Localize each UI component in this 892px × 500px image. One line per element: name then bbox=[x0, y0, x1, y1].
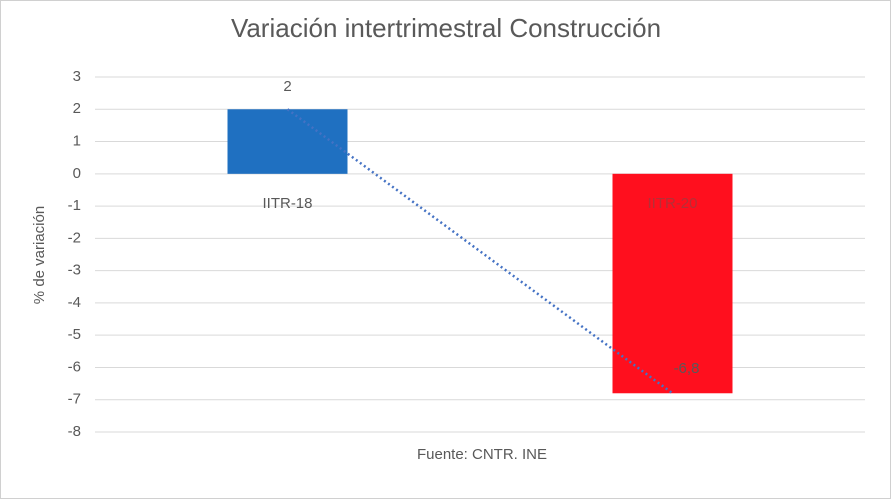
value-label: -6,8 bbox=[674, 360, 700, 377]
bar bbox=[612, 173, 733, 394]
y-tick-label: 0 bbox=[73, 165, 81, 182]
y-tick-label: -1 bbox=[68, 197, 81, 214]
chart-title: Variación intertrimestral Construcción bbox=[231, 13, 661, 43]
y-tick-label: -6 bbox=[68, 358, 81, 375]
bar bbox=[227, 109, 348, 174]
y-tick-label: 1 bbox=[73, 133, 81, 150]
y-tick-label: -5 bbox=[68, 326, 81, 343]
value-label: 2 bbox=[283, 78, 291, 95]
y-axis-label: % de variación bbox=[31, 206, 48, 304]
y-tick-label: -7 bbox=[68, 391, 81, 408]
category-label: IITR-18 bbox=[262, 195, 312, 212]
y-tick-label: -8 bbox=[68, 423, 81, 440]
category-label: IITR-20 bbox=[647, 195, 697, 212]
y-tick-label: -3 bbox=[68, 262, 81, 279]
x-axis-label: Fuente: CNTR. INE bbox=[417, 446, 547, 463]
y-tick-label: 2 bbox=[73, 100, 81, 117]
y-tick-label: -4 bbox=[68, 294, 81, 311]
y-tick-label: 3 bbox=[73, 68, 81, 85]
y-tick-label: -2 bbox=[68, 229, 81, 246]
